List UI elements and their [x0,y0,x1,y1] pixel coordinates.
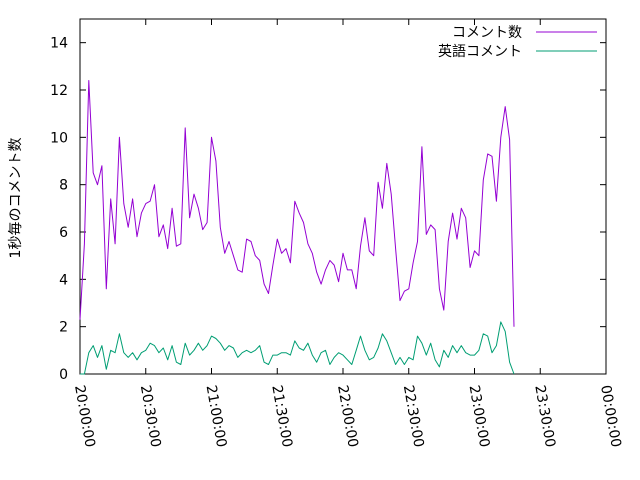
y-tick-label: 0 [59,367,68,383]
y-axis-ticks: 0 2 4 6 8 10 12 14 [50,36,606,383]
series-line-0 [79,80,515,327]
x-tick-label: 23:30:00 [531,384,558,449]
x-tick-label: 21:30:00 [268,384,295,449]
y-tick-label: 14 [50,36,68,52]
x-tick-label: 23:00:00 [466,384,493,449]
x-tick-label: 20:00:00 [71,384,98,449]
x-tick-label: 21:00:00 [203,384,230,449]
y-tick-label: 6 [59,225,68,241]
x-tick-label: 00:00:00 [597,384,624,449]
series-line-1 [80,321,515,375]
y-tick-label: 10 [50,130,68,146]
y-tick-label: 2 [59,320,68,336]
y-axis-label: 1秒毎のコメント数 [8,138,24,259]
x-tick-label: 22:00:00 [334,384,361,449]
y-tick-label: 12 [50,83,68,99]
legend-label-0: コメント数 [452,25,522,41]
series-layer [79,80,515,375]
plot-frame [79,18,607,375]
y-tick-label: 8 [59,178,68,194]
y-tick-label: 4 [59,272,68,288]
legend-label-1: 英語コメント [438,43,522,60]
x-tick-label: 20:30:00 [137,384,164,449]
x-tick-label: 22:30:00 [400,384,427,449]
x-axis-ticks: 20:00:00 20:30:00 21:00:00 21:30:00 22:00:00… [71,19,624,449]
